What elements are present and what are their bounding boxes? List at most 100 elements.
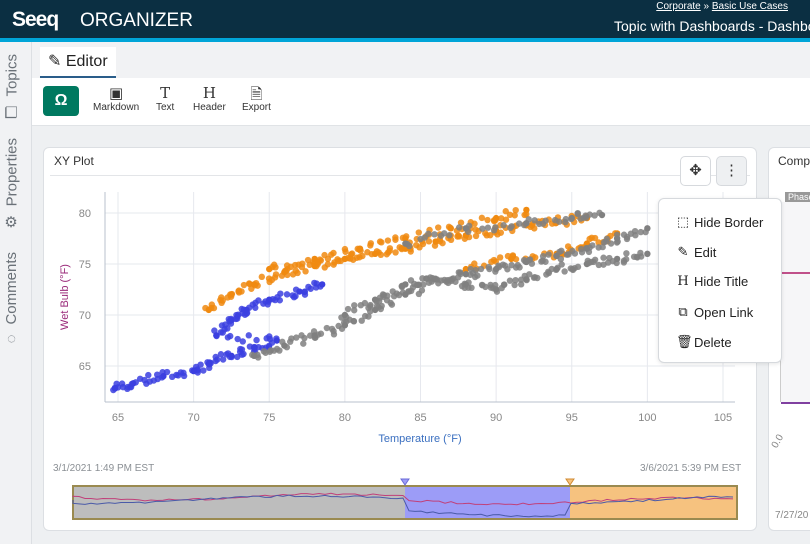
data-point [574, 209, 581, 217]
data-point [250, 281, 258, 288]
header-button[interactable]: H Header [193, 84, 226, 113]
data-point [467, 265, 474, 273]
data-point [276, 297, 284, 304]
breadcrumb-basic-use-cases[interactable]: Basic Use Cases [711, 1, 788, 12]
markdown-button[interactable]: ▣ Markdown [93, 84, 139, 113]
data-point [281, 342, 288, 349]
data-point [558, 247, 565, 255]
data-point [502, 216, 510, 223]
y-tick-label: 75 [79, 259, 91, 271]
data-point [190, 367, 197, 375]
data-point [361, 299, 369, 307]
data-point [528, 260, 536, 267]
data-point [300, 340, 307, 347]
data-point [578, 249, 586, 256]
data-point [558, 261, 565, 268]
data-point [631, 227, 639, 235]
data-point [358, 317, 365, 324]
data-point [553, 265, 560, 273]
menu-item-open-link[interactable]: ⧉ Open Link [676, 304, 753, 320]
book-icon: ▣ [108, 84, 124, 102]
data-point [446, 276, 454, 284]
menu-item-hide-border[interactable]: ⬚ Hide Border [676, 214, 764, 230]
data-point [591, 256, 599, 263]
data-point [526, 271, 533, 278]
data-point [402, 240, 409, 247]
data-point [413, 241, 420, 249]
data-point [205, 306, 212, 314]
data-point [455, 233, 463, 240]
data-point [472, 266, 479, 274]
data-point [496, 254, 504, 261]
data-point [586, 211, 593, 218]
data-point [371, 250, 379, 257]
data-point [462, 281, 470, 288]
data-point [197, 361, 204, 368]
data-point [599, 243, 606, 251]
end-date: 3/6/2021 5:39 PM EST [640, 463, 742, 474]
data-point [228, 352, 235, 359]
data-point [402, 291, 409, 298]
data-point [384, 292, 391, 299]
breadcrumb: Corporate » Basic Use Cases [656, 1, 788, 12]
menu-item-delete[interactable]: 🗑 Delete [676, 334, 732, 350]
data-point [341, 311, 349, 319]
data-point [532, 254, 539, 261]
data-point [516, 264, 523, 271]
x-tick-label: 105 [714, 412, 732, 424]
seeq-insert-button[interactable]: Ω [43, 86, 79, 116]
data-point [299, 260, 306, 267]
data-point [245, 332, 252, 339]
x-tick-label: 100 [638, 412, 656, 424]
divider [50, 175, 750, 176]
data-point [435, 224, 442, 231]
menu-label: Edit [694, 244, 717, 260]
data-point [388, 301, 396, 308]
data-point [613, 255, 621, 263]
x-tick-label: 70 [188, 412, 200, 424]
data-point [446, 231, 453, 239]
data-point [228, 316, 235, 324]
tab-editor[interactable]: ✎ Editor [40, 47, 116, 78]
data-point [273, 345, 281, 353]
data-point [542, 217, 549, 224]
data-point [508, 255, 515, 263]
data-point [512, 255, 520, 263]
data-point [213, 332, 220, 339]
data-point [622, 256, 630, 263]
data-point [258, 273, 266, 281]
x-axis-label: Temperature (°F) [378, 433, 461, 445]
data-point [217, 351, 225, 358]
navigator-series [72, 494, 734, 518]
text-button[interactable]: T Text [156, 84, 174, 113]
data-point [200, 367, 207, 374]
menu-item-edit[interactable]: ✎ Edit [676, 244, 717, 260]
more-options-button[interactable]: ⋮ [716, 156, 747, 186]
menu-item-hide-title[interactable]: H Hide Title [676, 274, 748, 289]
data-point [492, 286, 500, 293]
data-point [485, 263, 492, 271]
data-point [528, 222, 536, 229]
data-point [512, 206, 519, 214]
data-point [175, 372, 182, 379]
export-button[interactable]: 🗎 Export [242, 84, 271, 113]
x-tick-label: 85 [414, 412, 426, 424]
data-point [556, 218, 563, 225]
menu-label: Hide Title [694, 274, 749, 289]
data-point [501, 262, 509, 269]
y-tick-label: 80 [79, 208, 91, 220]
breadcrumb-corporate[interactable]: Corporate [656, 1, 701, 12]
data-point [492, 265, 500, 273]
data-point [402, 235, 409, 242]
data-point [233, 311, 240, 319]
data-point [425, 230, 432, 237]
data-point [359, 252, 366, 260]
data-point [484, 224, 492, 231]
move-button[interactable]: ✥ [680, 156, 711, 186]
data-point [211, 327, 218, 334]
data-point [568, 214, 575, 222]
data-point [564, 243, 572, 250]
button-label: Export [242, 102, 271, 113]
data-point [371, 306, 379, 314]
data-point [250, 344, 258, 351]
